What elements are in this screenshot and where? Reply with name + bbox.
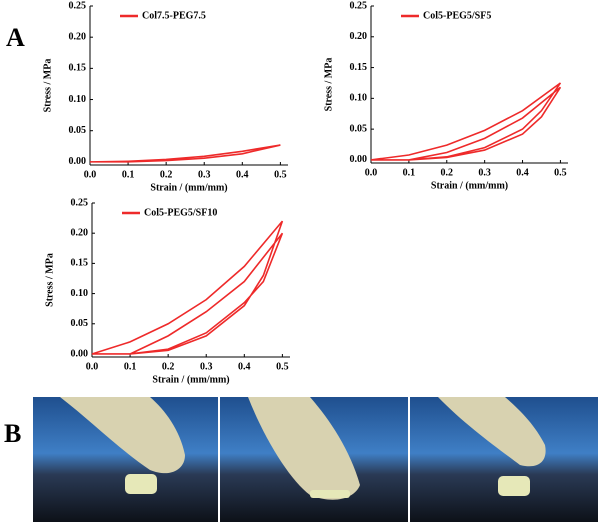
y-tick-label: 0.20 (71, 227, 89, 238)
y-tick-label: 0.20 (350, 31, 368, 42)
y-tick-label: 0.25 (350, 0, 368, 11)
hydrogel (125, 474, 157, 494)
x-tick-label: 0.2 (160, 169, 173, 180)
x-tick-label: 0.5 (274, 169, 287, 180)
y-tick-label: 0.25 (69, 0, 87, 11)
x-tick-label: 0.0 (86, 361, 99, 372)
x-tick-label: 0.1 (122, 169, 135, 180)
x-tick-label: 0.4 (236, 169, 249, 180)
y-tick-label: 0.15 (69, 63, 87, 74)
legend-label: Col5-PEG5/SF10 (144, 207, 217, 218)
x-tick-label: 0.5 (554, 167, 567, 178)
x-tick-label: 0.3 (478, 167, 491, 178)
panel-label: B (4, 419, 21, 448)
y-tick-label: 0.00 (350, 154, 368, 165)
y-tick-label: 0.15 (71, 258, 89, 269)
x-axis-label: Strain / (mm/mm) (150, 182, 227, 193)
y-axis-label: Stress / MPa (44, 253, 55, 307)
y-tick-label: 0.05 (350, 123, 368, 134)
panel-label: A (6, 23, 25, 52)
y-tick-label: 0.00 (71, 348, 89, 359)
hydrogel (310, 490, 350, 498)
finger (60, 397, 185, 474)
y-tick-label: 0.10 (69, 94, 87, 105)
x-axis-label: Strain / (mm/mm) (152, 374, 229, 385)
finger (248, 397, 360, 500)
y-tick-label: 0.20 (69, 31, 87, 42)
legend-label: Col5-PEG5/SF5 (423, 10, 491, 21)
data-line (91, 220, 284, 355)
legend-label: Col7.5-PEG7.5 (142, 10, 206, 21)
y-tick-label: 0.05 (71, 318, 89, 329)
x-axis-label: Strain / (mm/mm) (431, 180, 508, 191)
x-tick-label: 0.3 (198, 169, 211, 180)
finger (438, 397, 546, 467)
x-tick-label: 0.1 (124, 361, 137, 372)
x-tick-label: 0.3 (200, 361, 213, 372)
y-tick-label: 0.05 (69, 125, 87, 136)
y-tick-label: 0.00 (69, 156, 87, 167)
y-axis-label: Stress / MPa (323, 58, 334, 112)
y-axis-label: Stress / MPa (42, 59, 53, 113)
x-tick-label: 0.0 (365, 167, 378, 178)
data-line (370, 82, 562, 161)
photos (33, 397, 598, 522)
x-tick-label: 0.4 (516, 167, 529, 178)
y-tick-label: 0.10 (350, 93, 368, 104)
y-tick-label: 0.25 (71, 197, 89, 208)
x-tick-label: 0.4 (238, 361, 251, 372)
x-tick-label: 0.2 (441, 167, 454, 178)
x-tick-label: 0.5 (276, 361, 289, 372)
y-tick-label: 0.15 (350, 62, 368, 73)
x-tick-label: 0.0 (84, 169, 97, 180)
hydrogel (498, 476, 530, 496)
y-tick-label: 0.10 (71, 288, 89, 299)
x-tick-label: 0.1 (403, 167, 416, 178)
x-tick-label: 0.2 (162, 361, 175, 372)
data-line (89, 144, 281, 163)
